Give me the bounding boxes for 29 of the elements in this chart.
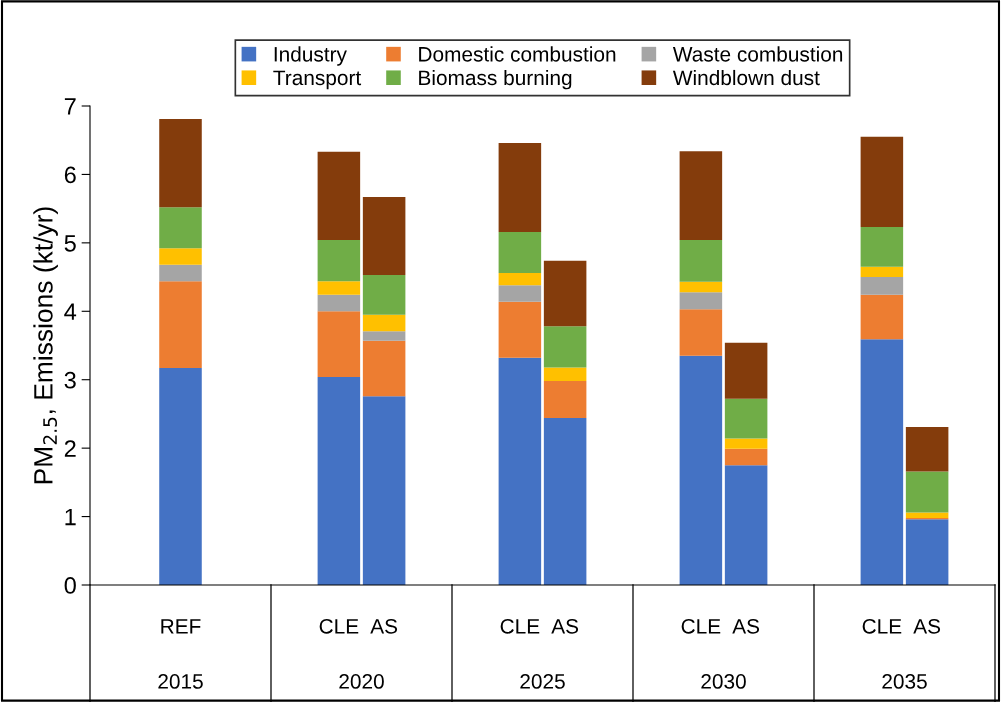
text: 2015 xyxy=(158,674,203,689)
y-tick-label: 5 xyxy=(64,235,76,252)
legend-label: Domestic combustion xyxy=(419,46,616,62)
x-tick-label: CLE xyxy=(681,618,721,634)
x-tick-label: CLE xyxy=(500,618,540,634)
text: 2030 xyxy=(701,674,746,689)
y-tick-label: 2 xyxy=(64,440,76,457)
x-tick-label: AS xyxy=(732,618,760,634)
y-tick-label: 6 xyxy=(64,166,76,184)
text: 2025 xyxy=(520,674,565,689)
x-tick-label: REF xyxy=(161,619,201,634)
y-tick-label: 1 xyxy=(65,508,76,526)
text: 2020 xyxy=(339,674,384,689)
y-tick-label: 4 xyxy=(64,303,77,320)
y-axis-title: PM$_{2.5}$, Emissions (kt/yr) xyxy=(33,207,58,484)
legend-label: Transport xyxy=(273,70,362,90)
x-tick-label: AS xyxy=(551,618,579,634)
x-tick-label: CLE xyxy=(319,618,359,634)
y-tick-label: 3 xyxy=(64,371,76,389)
y-tick-label: 7 xyxy=(64,98,76,115)
x-tick-label: CLE xyxy=(862,618,902,634)
x-tick-label: AS xyxy=(913,618,941,634)
legend-label: Waste combustion xyxy=(672,46,843,62)
text: 2035 xyxy=(882,674,927,689)
legend-label: Industry xyxy=(274,46,347,66)
y-tick-label: 0 xyxy=(64,577,76,594)
legend-label: Windblown dust xyxy=(672,69,820,86)
x-tick-label: AS xyxy=(370,618,398,634)
legend-label: Biomass burning xyxy=(419,69,572,90)
